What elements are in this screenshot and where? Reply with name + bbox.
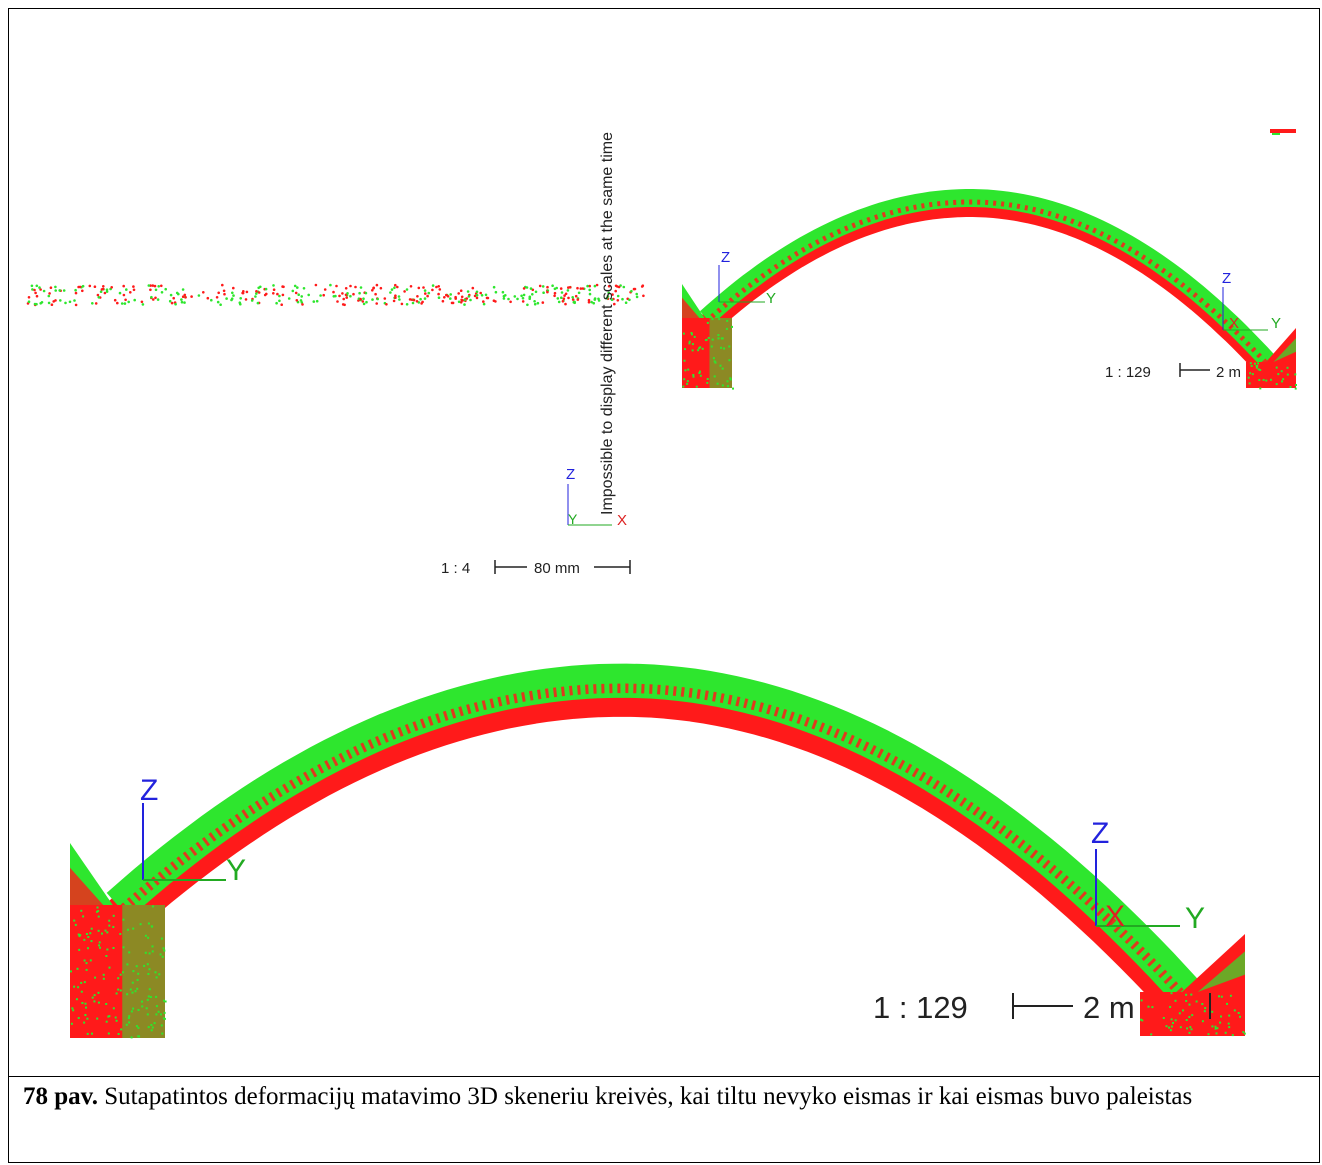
axis-y-label: Y — [1271, 315, 1281, 332]
axis-z-label: Z — [1091, 817, 1109, 850]
scale-ratio: 1 : 129 — [1105, 364, 1151, 381]
axis-x-label: X — [617, 512, 627, 529]
caption-row: 78 pav. Sutapatintos deformacijų matavim… — [8, 1076, 1320, 1163]
axis-triad-large-left: Z Y — [140, 774, 246, 887]
axis-y-label: Y — [766, 290, 776, 307]
axis-z-label: Z — [1222, 270, 1231, 287]
figure-number: 78 pav. — [23, 1083, 99, 1110]
scale-ratio: 1 : 4 — [441, 560, 470, 577]
axis-y-label: Y — [1185, 902, 1205, 935]
arch-scan-large — [70, 663, 1246, 1039]
figure-caption: 78 pav. Sutapatintos deformacijų matavim… — [23, 1081, 1322, 1112]
noise-point-strip — [26, 283, 645, 307]
scale-length: 2 m — [1083, 990, 1135, 1025]
axis-x-label: X — [1229, 315, 1239, 332]
scale-bar-small-left: 1 : 4 80 mm — [441, 560, 631, 577]
axis-x-label: X — [1105, 900, 1125, 933]
scale-length: 2 m — [1216, 364, 1241, 381]
axis-y-label: Y — [226, 854, 246, 887]
figure-frame — [8, 8, 1320, 1163]
stray-point-mark — [1272, 133, 1280, 135]
axis-triad-small-right-left: Z Y — [718, 249, 776, 307]
point-cloud-figure: Impossible to display different scales a… — [26, 129, 1297, 1039]
axis-triad-small-right-right: Z X Y — [1222, 270, 1281, 332]
scale-length: 80 mm — [534, 560, 580, 577]
axis-y-label: Y — [568, 511, 578, 527]
caption-text: Sutapatintos deformacijų matavimo 3D ske… — [98, 1083, 1193, 1110]
axis-z-label: Z — [566, 466, 575, 483]
scale-warning-text: Impossible to display different scales a… — [599, 132, 616, 515]
axis-z-label: Z — [721, 249, 730, 266]
axis-triad-small-left: Z Y X — [566, 466, 627, 529]
scale-bar-large: 1 : 129 2 m — [873, 990, 1211, 1025]
scale-bar-small-right: 1 : 129 2 m — [1105, 363, 1241, 381]
axis-z-label: Z — [140, 774, 158, 807]
arch-scan-small — [682, 189, 1297, 390]
scale-ratio: 1 : 129 — [873, 990, 968, 1025]
stray-point-mark — [1270, 129, 1296, 133]
axis-triad-large-right: Z X Y — [1091, 817, 1205, 935]
